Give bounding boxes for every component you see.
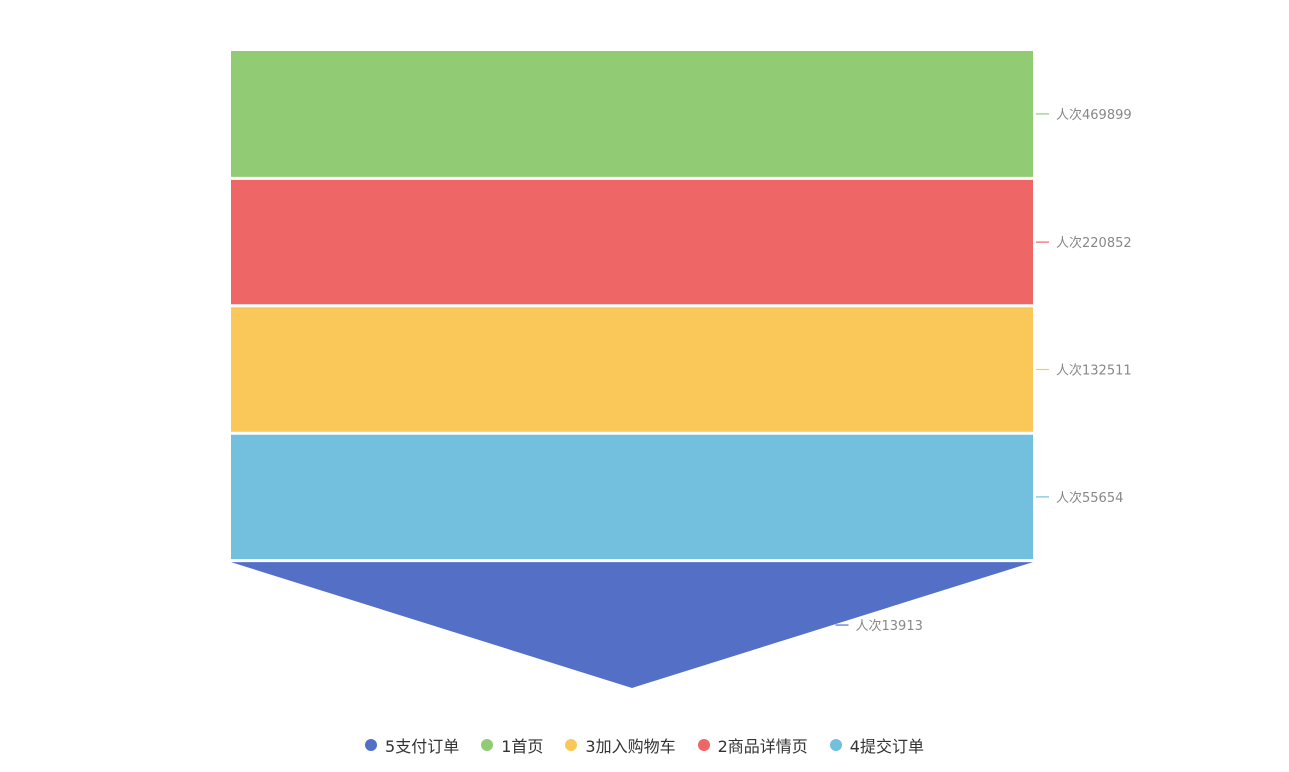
funnel-label-5: 人次13913 [856,618,923,634]
funnel-segment-4[interactable] [231,434,1033,560]
funnel-label-1: 人次469899 [1056,107,1132,123]
legend-label: 1首页 [501,737,544,756]
funnel-label-4: 人次55654 [1056,490,1123,506]
funnel-segment-1[interactable] [231,51,1033,177]
legend-dot [481,739,494,751]
funnel-segment-5[interactable] [231,562,1033,688]
legend-dot [697,739,710,751]
legend-dot [365,739,378,751]
funnel-label-3: 人次132511 [1056,363,1132,379]
funnel-segment-2[interactable] [231,179,1033,305]
legend-item-4[interactable]: 4提交订单 [829,733,924,757]
legend-label: 4提交订单 [849,737,924,756]
funnel-segment-3[interactable] [231,307,1033,432]
legend-dot [829,739,842,751]
legend-label: 3加入购物车 [585,737,676,756]
funnel-chart: 人次469899 人次220852 人次132511 人次55654 人次13913 [231,51,1132,688]
funnel-label-2: 人次220852 [1056,235,1132,251]
legend-label: 5支付订单 [385,737,460,756]
legend-item-2[interactable]: 2商品详情页 [697,733,808,757]
chart-legend: 5支付订单 1首页 3加入购物车 2商品详情页 4提交订单 [0,731,1289,759]
legend-label: 2商品详情页 [717,737,808,756]
legend-item-3[interactable]: 3加入购物车 [565,733,676,757]
legend-dot [565,739,578,751]
legend-item-1[interactable]: 1首页 [481,733,543,757]
legend-item-5[interactable]: 5支付订单 [365,733,459,757]
